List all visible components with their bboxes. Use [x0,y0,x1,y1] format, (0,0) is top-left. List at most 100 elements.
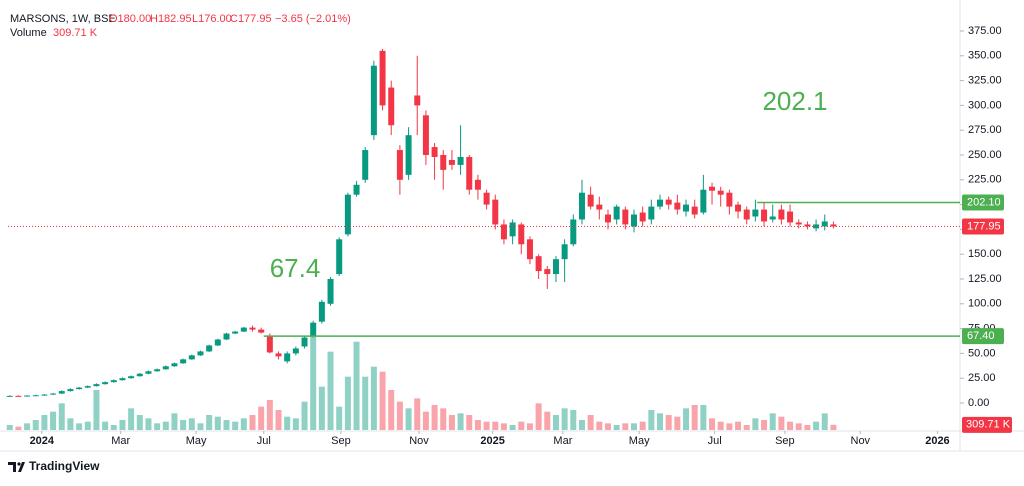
candle-body [214,339,221,346]
candle-body [795,222,802,225]
candle-body [830,224,837,227]
volume-bar [32,420,39,430]
volume-bar [726,423,733,430]
volume-bar [232,421,239,430]
candle-body [128,376,135,379]
volume-bar [344,376,351,430]
candle-body [700,189,707,213]
candle-body [197,351,204,356]
candle-body [336,239,343,275]
volume-bar [249,415,256,430]
volume-bar [596,421,603,430]
volume-bar [752,418,759,430]
volume-bar [466,415,473,430]
volume-bar [657,413,664,430]
y-tick-label: 300.00 [968,99,1002,111]
candle-body [492,199,499,225]
y-tick-label: 250.00 [968,149,1002,161]
candle-body [362,150,369,180]
candle-body [370,65,377,136]
candle-body [301,337,308,347]
candle-body [327,279,334,304]
candle-body [76,387,83,390]
volume-bar [813,421,820,430]
candle-body [6,395,13,397]
candle-body [353,184,360,195]
ohlc-change: −3.65 (−2.01%) [275,13,351,25]
candle-body [102,382,109,385]
x-tick-label: Mar [553,435,572,447]
candle-body [379,50,386,106]
candle-body [778,209,785,220]
x-tick-label: 2026 [925,435,949,447]
volume-bar [700,405,707,430]
candle-body [657,199,664,207]
candle-body [466,156,473,190]
x-tick-label: Jul [708,435,722,447]
candle-body [683,204,690,212]
volume-bar [570,410,577,430]
candle-body [188,355,195,360]
volume-bar [310,336,317,430]
candle-body [613,206,620,220]
volume-bar [821,413,828,430]
x-tick-label: Sep [331,435,351,447]
candle-body [709,186,716,191]
candle-body [206,345,213,352]
volume-bar [362,376,369,430]
candle-body [743,209,750,220]
symbol: MARSONS, 1W, BSE [10,13,116,25]
volume-bar [379,371,386,430]
candle-body [249,327,256,330]
volume-bar [735,421,742,430]
x-tick-label: May [629,435,650,447]
volume-bar [396,401,403,430]
volume-bar [15,426,22,430]
candle-body [275,353,282,357]
volume-bar [778,416,785,430]
volume-bar [93,390,100,430]
candle-body [526,239,533,260]
x-tick-label: Nov [851,435,871,447]
candle-body [639,212,646,222]
volume-bar [613,425,620,430]
y-tick-label: 0.00 [968,397,989,409]
volume-bar [58,403,65,430]
y-tick-label: 25.00 [968,372,996,384]
volume-bar [492,421,499,430]
candle-body [596,204,603,210]
candle-body [119,378,126,381]
candle-body [284,353,291,362]
ohlc-close: C177.95 [230,13,272,25]
volume-bar [67,418,74,430]
volume-bar [795,423,802,430]
x-tick-label: Mar [111,435,130,447]
y-tick-label: 125.00 [968,273,1002,285]
level-label: 202.10 [967,196,1001,208]
price-label: 177.95 [967,220,1001,232]
volume-bar [24,423,31,430]
candle-body [483,192,490,205]
candle-body [136,373,143,377]
candle-body [457,156,464,165]
candle-body [821,221,828,227]
candle-body [67,389,74,392]
volume-bar [709,418,716,430]
volume-bar [431,405,438,430]
candle-body [761,209,768,222]
volume-bar [457,413,464,430]
volume-bar [648,410,655,430]
volume-bar [535,403,542,430]
volume-bar [604,423,611,430]
candle-body [440,155,447,170]
candle-body [578,192,585,220]
candle-body [604,214,611,223]
volume-bar [128,408,135,430]
plot [6,48,837,430]
candle-body [509,222,516,237]
candle-body [258,329,265,333]
x-tick-label: Nov [409,435,429,447]
volume-bar [50,411,57,430]
y-tick-label: 350.00 [968,50,1002,62]
volume-bar [639,421,646,430]
